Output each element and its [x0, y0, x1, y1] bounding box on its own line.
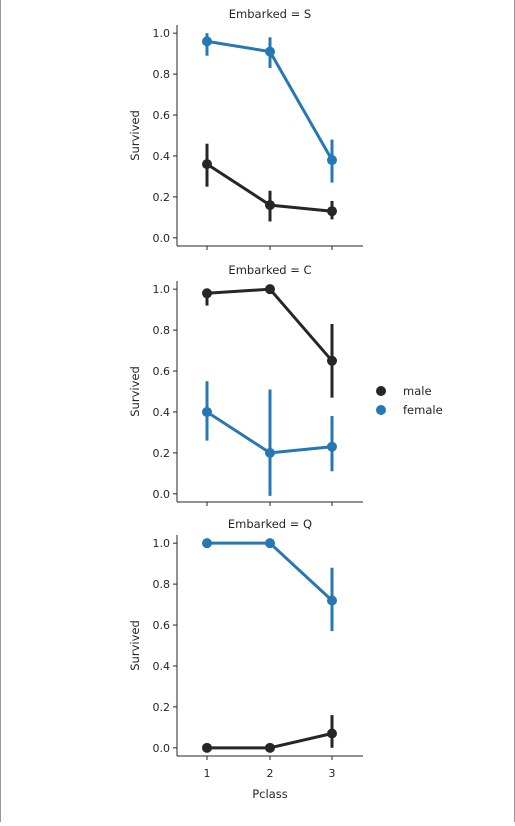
y-tick-label: 0.2: [153, 701, 171, 714]
legend-marker-female: [376, 405, 386, 415]
data-point-female: [327, 155, 337, 166]
data-point-male: [327, 206, 337, 217]
data-point-female: [265, 447, 275, 458]
panel-title: Embarked = S: [229, 7, 311, 21]
data-point-female: [265, 46, 275, 57]
y-tick-label: 0.6: [153, 365, 171, 378]
y-tick-label: 0.0: [153, 742, 171, 755]
y-tick-label: 0.4: [153, 660, 171, 673]
data-point-female: [202, 538, 212, 549]
y-tick-label: 1.0: [153, 537, 171, 550]
data-point-male: [202, 742, 212, 753]
legend-marker-male: [376, 386, 386, 396]
data-point-female: [327, 595, 337, 606]
x-axis-label: Pclass: [252, 787, 287, 801]
y-axis-label: Survived: [128, 620, 142, 671]
y-tick-label: 0.8: [153, 68, 171, 81]
series-line-female: [207, 541, 334, 602]
data-point-female: [202, 406, 212, 417]
x-tick-label: 2: [267, 767, 274, 780]
y-axis-label: Survived: [128, 366, 142, 417]
data-point-female: [202, 36, 212, 47]
y-tick-label: 0.4: [153, 150, 171, 163]
panel-title: Embarked = Q: [228, 517, 312, 531]
data-point-male: [327, 355, 337, 366]
y-tick-label: 1.0: [153, 27, 171, 40]
x-tick-label: 1: [204, 767, 211, 780]
data-point-male: [265, 742, 275, 753]
y-tick-label: 0.0: [153, 232, 171, 245]
y-tick-label: 1.0: [153, 283, 171, 296]
y-tick-label: 0.6: [153, 619, 171, 632]
y-tick-label: 0.0: [153, 488, 171, 501]
y-tick-label: 0.4: [153, 406, 171, 419]
series-line-male: [206, 287, 334, 362]
legend-label-female: female: [403, 403, 443, 417]
y-tick-label: 0.8: [153, 578, 171, 591]
y-tick-label: 0.6: [153, 109, 171, 122]
y-tick-label: 0.8: [153, 324, 171, 337]
y-tick-label: 0.2: [153, 191, 171, 204]
y-axis-label: Survived: [128, 110, 142, 161]
data-point-male: [327, 728, 337, 739]
data-point-male: [202, 288, 212, 299]
data-point-female: [265, 538, 275, 549]
data-point-female: [327, 441, 337, 452]
data-point-male: [265, 284, 275, 295]
y-tick-label: 0.2: [153, 447, 171, 460]
x-tick-label: 3: [329, 767, 336, 780]
data-point-male: [202, 159, 212, 170]
data-point-male: [265, 200, 275, 211]
legend-label-male: male: [403, 384, 432, 398]
panel-title: Embarked = C: [228, 263, 311, 277]
